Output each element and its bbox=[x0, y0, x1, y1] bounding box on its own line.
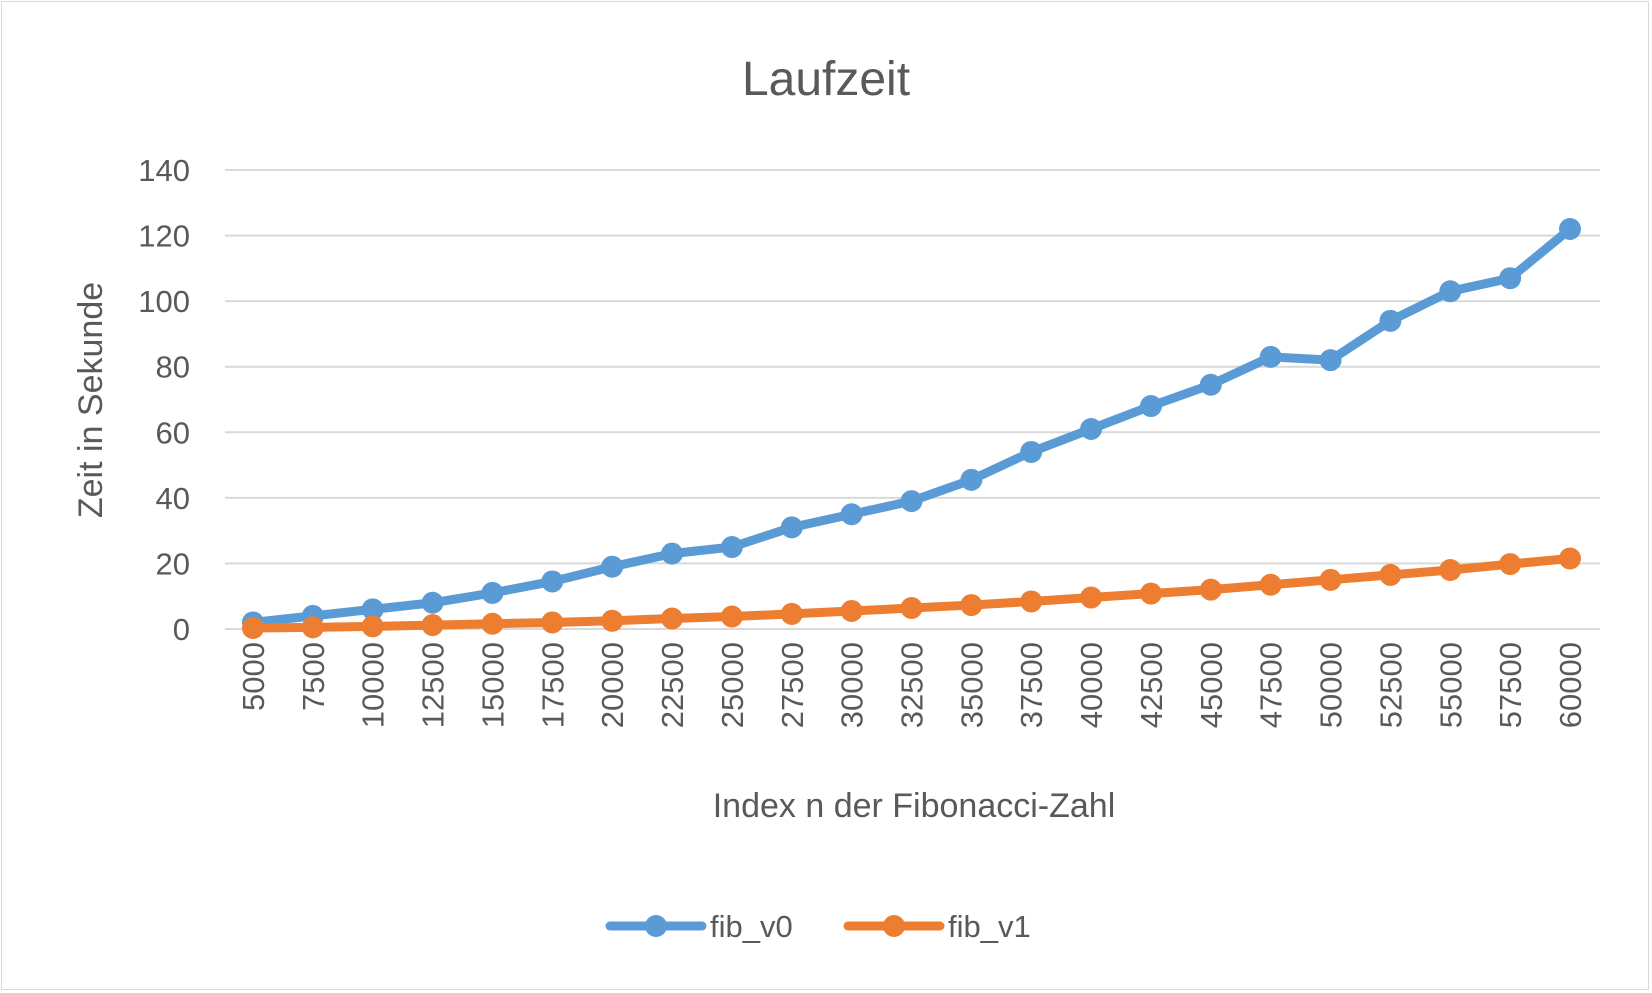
legend-marker-fib_v1 bbox=[883, 915, 905, 937]
x-tick-label: 17500 bbox=[535, 642, 570, 728]
x-tick-label: 15000 bbox=[475, 642, 510, 728]
legend-item-fib_v0: fib_v0 bbox=[605, 909, 793, 944]
data-point-fib_v0 bbox=[421, 591, 444, 614]
legend-label-fib_v0: fib_v0 bbox=[710, 909, 793, 944]
x-axis-title: Index n der Fibonacci-Zahl bbox=[713, 787, 1116, 825]
y-tick-label: 20 bbox=[156, 546, 190, 581]
data-point-fib_v1 bbox=[960, 594, 983, 617]
data-point-fib_v0 bbox=[960, 468, 983, 491]
data-point-fib_v0 bbox=[780, 516, 803, 539]
x-tick-label: 47500 bbox=[1254, 642, 1289, 728]
data-point-fib_v0 bbox=[1199, 373, 1222, 396]
x-tick-label: 50000 bbox=[1314, 642, 1349, 728]
x-tick-label: 55000 bbox=[1433, 642, 1468, 728]
x-tick-label: 52500 bbox=[1373, 642, 1408, 728]
data-point-fib_v0 bbox=[1379, 309, 1402, 332]
data-point-fib_v0 bbox=[601, 555, 624, 578]
data-point-fib_v0 bbox=[1020, 440, 1043, 463]
x-tick-label: 25000 bbox=[715, 642, 750, 728]
data-point-fib_v1 bbox=[601, 609, 624, 632]
x-tick-label: 7500 bbox=[296, 642, 331, 711]
x-tick-label: 22500 bbox=[655, 642, 690, 728]
data-point-fib_v0 bbox=[1259, 345, 1282, 368]
data-point-fib_v1 bbox=[720, 605, 743, 628]
series-fib_v0 bbox=[242, 218, 1581, 634]
data-point-fib_v0 bbox=[1319, 349, 1342, 372]
data-point-fib_v1 bbox=[421, 614, 444, 637]
data-point-fib_v0 bbox=[900, 490, 923, 513]
x-tick-label: 12500 bbox=[416, 642, 451, 728]
data-point-fib_v1 bbox=[1559, 547, 1581, 570]
data-point-fib_v1 bbox=[1259, 573, 1282, 596]
x-tick-label: 27500 bbox=[775, 642, 810, 728]
data-point-fib_v1 bbox=[481, 612, 504, 635]
legend-item-fib_v1: fib_v1 bbox=[843, 909, 1031, 944]
x-tick-label: 20000 bbox=[595, 642, 630, 728]
y-axis-ticks: 0 20 40 60 80 100 120 140 bbox=[138, 153, 190, 647]
data-point-fib_v1 bbox=[1080, 586, 1103, 609]
data-point-fib_v1 bbox=[301, 616, 324, 639]
legend-label-fib_v1: fib_v1 bbox=[948, 909, 1031, 944]
x-axis-ticks: 5000 7500 10000 12500 15000 17500 20000 22500 25… bbox=[236, 642, 1588, 728]
data-point-fib_v0 bbox=[1559, 218, 1581, 241]
x-tick-label: 30000 bbox=[835, 642, 870, 728]
data-point-fib_v0 bbox=[361, 598, 384, 621]
x-tick-label: 57500 bbox=[1493, 642, 1528, 728]
y-tick-label: 40 bbox=[156, 481, 190, 516]
legend: fib_v0 fib_v1 bbox=[605, 909, 1031, 944]
data-point-fib_v0 bbox=[1439, 280, 1462, 303]
y-tick-label: 140 bbox=[138, 153, 190, 188]
x-tick-label: 40000 bbox=[1074, 642, 1109, 728]
x-tick-label: 35000 bbox=[954, 642, 989, 728]
gridlines bbox=[225, 169, 1600, 630]
data-point-fib_v0 bbox=[661, 542, 684, 565]
data-point-fib_v1 bbox=[900, 597, 923, 620]
data-point-fib_v1 bbox=[1199, 578, 1222, 601]
legend-marker-fib_v0 bbox=[645, 915, 667, 937]
data-point-fib_v1 bbox=[361, 615, 384, 638]
chart-title: Laufzeit bbox=[742, 53, 910, 106]
data-point-fib_v0 bbox=[1139, 395, 1162, 418]
x-tick-label: 10000 bbox=[356, 642, 391, 728]
x-tick-label: 32500 bbox=[895, 642, 930, 728]
data-point-fib_v0 bbox=[1499, 267, 1522, 290]
data-point-fib_v1 bbox=[242, 617, 264, 640]
y-tick-label: 80 bbox=[156, 350, 190, 385]
data-point-fib_v1 bbox=[1379, 563, 1402, 586]
x-tick-label: 42500 bbox=[1134, 642, 1169, 728]
data-point-fib_v1 bbox=[661, 607, 684, 630]
x-tick-label: 45000 bbox=[1194, 642, 1229, 728]
data-point-fib_v0 bbox=[1080, 418, 1103, 441]
data-point-fib_v0 bbox=[840, 503, 863, 526]
series-fib_v1 bbox=[242, 547, 1581, 640]
y-tick-label: 60 bbox=[156, 415, 190, 450]
data-point-fib_v1 bbox=[780, 602, 803, 625]
series-layer bbox=[242, 218, 1581, 640]
data-point-fib_v1 bbox=[1020, 590, 1043, 613]
data-point-fib_v1 bbox=[1499, 553, 1522, 576]
x-tick-label: 5000 bbox=[236, 642, 271, 711]
data-point-fib_v0 bbox=[481, 581, 504, 604]
data-point-fib_v0 bbox=[720, 536, 743, 559]
data-point-fib_v1 bbox=[840, 599, 863, 622]
data-point-fib_v0 bbox=[541, 570, 564, 593]
y-tick-label: 120 bbox=[138, 219, 190, 254]
x-tick-label: 60000 bbox=[1553, 642, 1588, 728]
data-point-fib_v1 bbox=[1439, 558, 1462, 581]
data-point-fib_v1 bbox=[1319, 568, 1342, 591]
data-point-fib_v1 bbox=[1139, 582, 1162, 605]
data-point-fib_v1 bbox=[541, 611, 564, 634]
y-tick-label: 0 bbox=[173, 612, 190, 647]
y-axis-title: Zeit in Sekunde bbox=[72, 282, 110, 518]
x-tick-label: 37500 bbox=[1014, 642, 1049, 728]
y-tick-label: 100 bbox=[138, 284, 190, 319]
